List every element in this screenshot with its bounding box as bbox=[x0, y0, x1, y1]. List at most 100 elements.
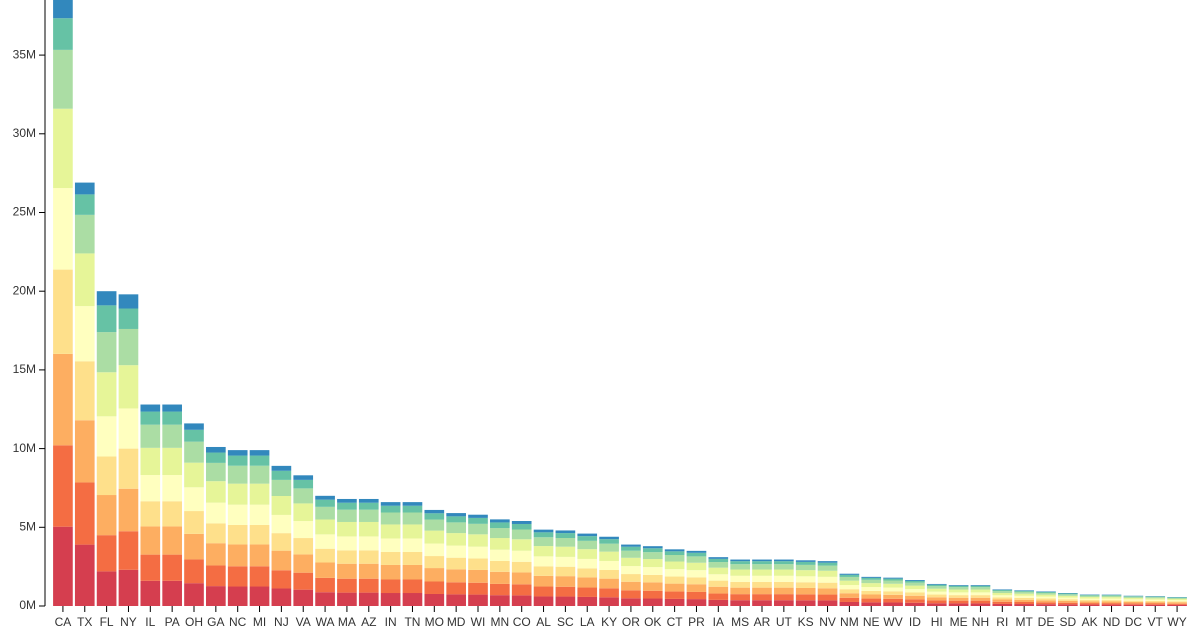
bar-segment bbox=[555, 556, 576, 567]
bar-segment bbox=[926, 584, 947, 587]
bar-segment bbox=[402, 524, 423, 539]
bar-segment bbox=[970, 585, 991, 586]
bar-segment bbox=[1079, 603, 1100, 605]
bar-segment bbox=[992, 589, 1013, 591]
bar-segment bbox=[905, 599, 925, 603]
bar-segment bbox=[184, 511, 204, 534]
bar-segment bbox=[118, 448, 139, 489]
bar-segment bbox=[861, 598, 882, 603]
bar-segment bbox=[708, 562, 729, 568]
bar-segment bbox=[948, 595, 969, 598]
bar-segment bbox=[468, 523, 488, 535]
bar-segment bbox=[774, 559, 794, 562]
y-tick-label: 10M bbox=[13, 441, 36, 455]
bar-segment bbox=[883, 587, 903, 592]
bar-segment bbox=[249, 465, 270, 484]
bar-segment bbox=[337, 502, 357, 510]
bar-segment bbox=[1036, 592, 1056, 595]
bar-segment bbox=[337, 592, 357, 606]
bar-segment bbox=[1079, 594, 1100, 596]
bar-segment bbox=[380, 512, 401, 525]
bar-segment bbox=[774, 564, 794, 570]
bar-segment bbox=[184, 462, 204, 488]
bar-segment bbox=[271, 588, 292, 606]
bar-segment bbox=[533, 556, 554, 567]
bar-segment bbox=[861, 602, 882, 606]
x-tick-label: MI bbox=[253, 615, 266, 629]
x-tick-label: NJ bbox=[274, 615, 289, 629]
bar-segment bbox=[293, 538, 314, 555]
bar-segment bbox=[621, 598, 641, 606]
bar-segment bbox=[708, 557, 729, 559]
x-tick-label: MS bbox=[731, 615, 749, 629]
bar-segment bbox=[227, 450, 248, 456]
bar-segment bbox=[839, 593, 860, 598]
bar-segment bbox=[926, 600, 947, 604]
bar-segment bbox=[642, 574, 663, 583]
x-tick-label: ID bbox=[909, 615, 921, 629]
bar-segment bbox=[96, 495, 117, 536]
bar-segment bbox=[490, 522, 510, 529]
bar-segment bbox=[1101, 600, 1122, 602]
x-tick-label: IA bbox=[713, 615, 724, 629]
bar-segment bbox=[905, 592, 925, 596]
bar-segment bbox=[642, 598, 663, 606]
bar-segment bbox=[970, 589, 991, 593]
bar-segment bbox=[96, 332, 117, 373]
bar-segment bbox=[271, 514, 292, 534]
bar-segment bbox=[992, 599, 1013, 602]
bar-segment bbox=[621, 574, 641, 582]
bar-segment bbox=[1058, 600, 1078, 603]
bar-segment bbox=[358, 550, 379, 564]
bar-segment bbox=[992, 603, 1013, 606]
bar-segment bbox=[315, 592, 335, 606]
bar-segment bbox=[227, 524, 248, 545]
bar-segment bbox=[664, 549, 685, 552]
bar-segment bbox=[577, 558, 598, 569]
bar-segment bbox=[1079, 600, 1100, 602]
bar-segment bbox=[511, 523, 532, 530]
bar-segment bbox=[249, 483, 270, 505]
bar-segment bbox=[1079, 596, 1100, 599]
bar-segment bbox=[358, 509, 379, 522]
bar-segment bbox=[162, 475, 182, 502]
bar-segment bbox=[446, 516, 466, 523]
bar-segment bbox=[1145, 604, 1166, 606]
bar-segment bbox=[162, 501, 182, 527]
x-tick-label: MD bbox=[447, 615, 466, 629]
bar-segment bbox=[752, 575, 772, 582]
x-tick-label: AK bbox=[1082, 615, 1098, 629]
x-tick-label: IL bbox=[145, 615, 155, 629]
bar-segment bbox=[970, 587, 991, 590]
bar-segment bbox=[53, 269, 73, 354]
bar-segment bbox=[206, 586, 226, 606]
bar-segment bbox=[774, 594, 794, 601]
bar-segment bbox=[817, 582, 838, 589]
bar-segment bbox=[752, 561, 772, 565]
bar-segment bbox=[577, 540, 598, 550]
bar-segment bbox=[1101, 598, 1122, 601]
bar-segment bbox=[1036, 596, 1056, 599]
bar-segment bbox=[555, 596, 576, 606]
bar-segment bbox=[490, 519, 510, 523]
y-tick-label: 25M bbox=[13, 205, 36, 219]
bar-segment bbox=[774, 575, 794, 582]
bar-segment bbox=[1145, 602, 1166, 604]
bar-segment bbox=[555, 533, 576, 539]
bar-segment bbox=[1123, 599, 1144, 601]
bar-segment bbox=[490, 549, 510, 561]
bar-segment bbox=[686, 591, 707, 600]
bar-segment bbox=[642, 552, 663, 560]
bar-segment bbox=[817, 594, 838, 601]
bar-segment bbox=[970, 600, 991, 604]
x-tick-label: ND bbox=[1103, 615, 1121, 629]
bar-segment bbox=[664, 551, 685, 556]
bar-segment bbox=[708, 567, 729, 575]
bar-segment bbox=[948, 585, 969, 586]
bar-segment bbox=[96, 305, 117, 333]
bar-segment bbox=[795, 564, 816, 571]
bar-segment bbox=[1036, 591, 1056, 593]
bar-segment bbox=[53, 188, 73, 270]
bar-segment bbox=[402, 564, 423, 580]
bar-segment bbox=[730, 561, 750, 565]
